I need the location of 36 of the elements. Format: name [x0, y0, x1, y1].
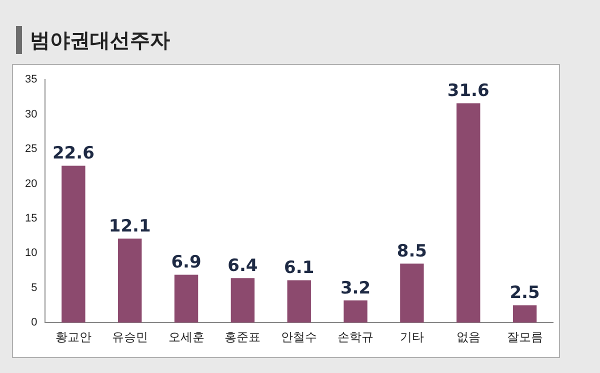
y-tick-label: 5 [31, 282, 38, 294]
data-label: 22.6 [52, 144, 94, 164]
bar [174, 274, 198, 323]
data-label: 6.4 [228, 256, 258, 276]
data-label: 3.2 [340, 278, 371, 298]
x-tick-label: 유승민 [112, 330, 148, 344]
x-tick-label: 손학규 [338, 330, 374, 344]
bar [344, 300, 368, 323]
x-tick-label: 안철수 [281, 330, 318, 344]
data-label: 6.9 [171, 252, 202, 273]
data-label: 31.6 [447, 81, 490, 102]
bar [118, 238, 142, 323]
x-tick-label: 오세훈 [168, 330, 204, 344]
y-tick-label: 30 [24, 108, 38, 120]
x-tick-label: 황교안 [55, 330, 92, 344]
bar [456, 103, 480, 323]
x-tick-label: 잘모름 [506, 330, 543, 344]
bar [62, 166, 86, 323]
data-label: 8.5 [396, 242, 428, 262]
data-label: 6.1 [284, 258, 314, 278]
x-tick-label: 기타 [400, 330, 424, 344]
bar [287, 280, 311, 323]
data-label: 2.5 [510, 283, 540, 304]
y-tick-label: 35 [24, 74, 38, 86]
y-tick-label: 20 [24, 178, 38, 190]
y-tick-label: 0 [31, 316, 38, 329]
bar [230, 278, 255, 323]
chart-title: 범야권대선주자 [30, 27, 170, 54]
bar [512, 305, 537, 323]
y-tick-label: 25 [24, 143, 38, 156]
y-tick-label: 10 [24, 247, 38, 260]
x-tick-label: 홍준표 [224, 330, 261, 344]
data-label: 12.1 [108, 216, 151, 237]
bar [400, 264, 424, 323]
x-tick-label: 없음 [456, 330, 480, 344]
y-tick-label: 15 [24, 212, 38, 224]
